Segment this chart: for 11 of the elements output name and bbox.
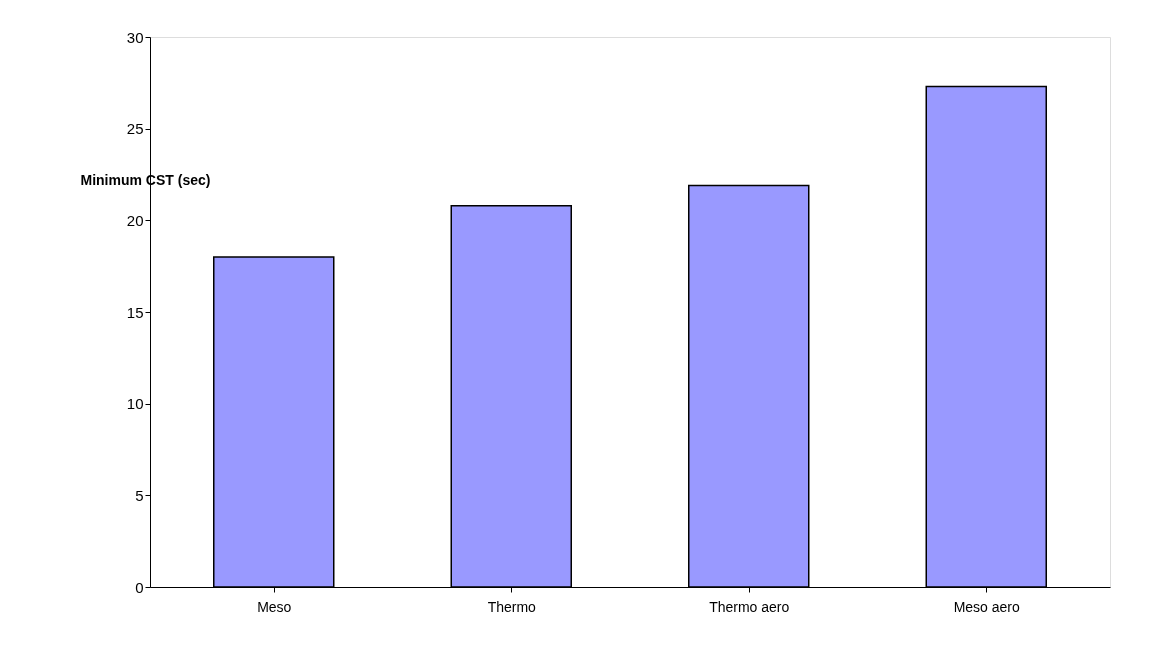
- y-tick-label: 15: [126, 303, 144, 321]
- x-tick-label: Thermo aero: [709, 598, 790, 615]
- x-tick-label: Thermo: [487, 598, 537, 615]
- y-tick-label: 0: [135, 578, 144, 596]
- y-tick-label: 5: [135, 486, 144, 504]
- y-tick-label: 20: [126, 211, 144, 229]
- y-tick-label: 30: [126, 28, 144, 46]
- x-tick-label: Meso: [257, 598, 292, 615]
- y-tick-label: 10: [126, 395, 144, 413]
- x-tick-label: Meso aero: [953, 598, 1021, 615]
- y-tick-label: 25: [126, 120, 144, 138]
